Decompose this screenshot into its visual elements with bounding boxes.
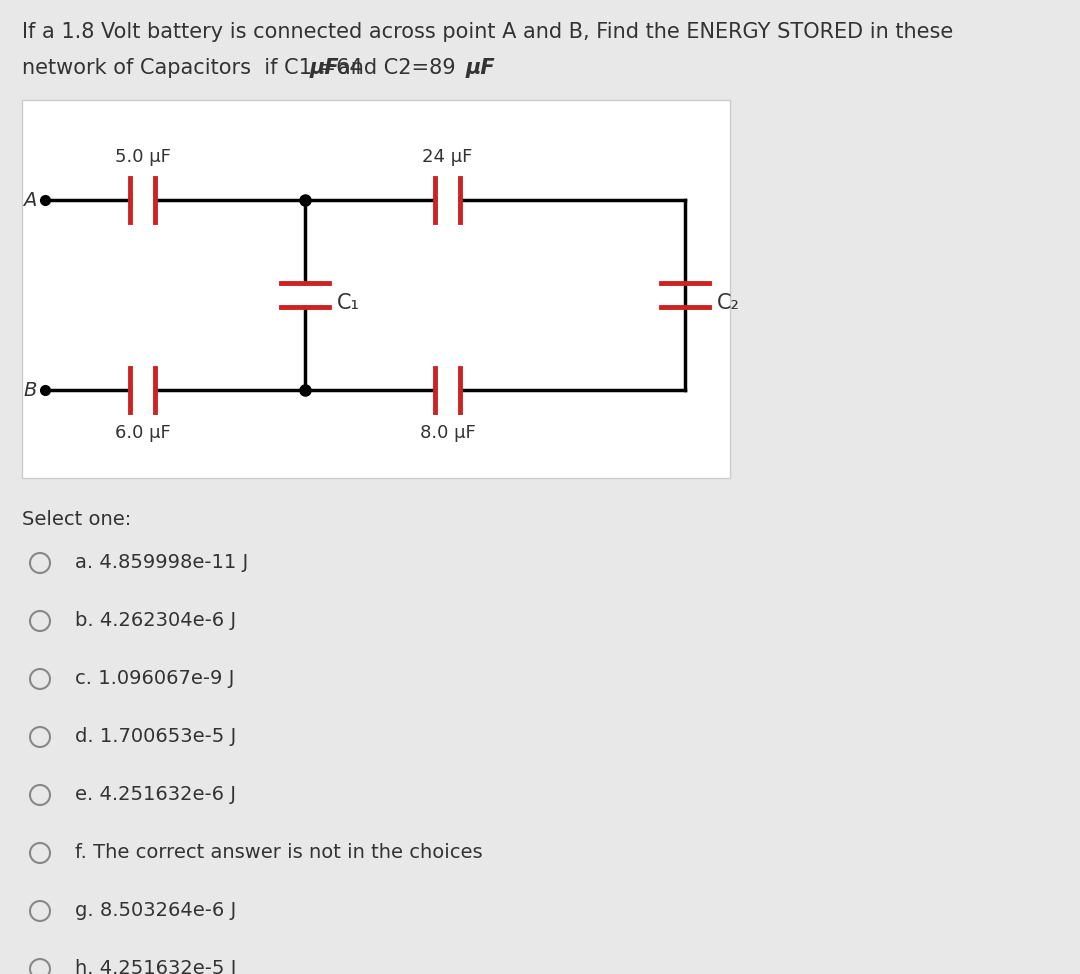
Text: C₂: C₂ bbox=[717, 293, 740, 313]
Text: Select one:: Select one: bbox=[22, 510, 132, 529]
Text: g. 8.503264e-6 J: g. 8.503264e-6 J bbox=[75, 902, 237, 920]
Text: A: A bbox=[23, 191, 37, 209]
Text: h. 4.251632e-5 J: h. 4.251632e-5 J bbox=[75, 959, 237, 974]
Text: and C2=89: and C2=89 bbox=[338, 58, 456, 78]
Text: b. 4.262304e-6 J: b. 4.262304e-6 J bbox=[75, 612, 237, 630]
Text: 24 μF: 24 μF bbox=[422, 148, 473, 166]
Text: 6.0 μF: 6.0 μF bbox=[114, 424, 171, 442]
Text: d. 1.700653e-5 J: d. 1.700653e-5 J bbox=[75, 728, 237, 746]
Text: network of Capacitors  if C1 =64: network of Capacitors if C1 =64 bbox=[22, 58, 363, 78]
Text: B: B bbox=[23, 381, 37, 399]
Text: 8.0 μF: 8.0 μF bbox=[420, 424, 475, 442]
Text: μF: μF bbox=[465, 58, 496, 78]
Text: If a 1.8 Volt battery is connected across point A and B, Find the ENERGY STORED : If a 1.8 Volt battery is connected acros… bbox=[22, 22, 954, 42]
Text: f. The correct answer is not in the choices: f. The correct answer is not in the choi… bbox=[75, 843, 483, 863]
Text: a. 4.859998e-11 J: a. 4.859998e-11 J bbox=[75, 553, 248, 573]
Text: C₁: C₁ bbox=[337, 293, 360, 313]
Text: c. 1.096067e-9 J: c. 1.096067e-9 J bbox=[75, 669, 234, 689]
Text: μF: μF bbox=[310, 58, 339, 78]
Bar bbox=[22, 100, 730, 478]
Text: 5.0 μF: 5.0 μF bbox=[114, 148, 171, 166]
Text: e. 4.251632e-6 J: e. 4.251632e-6 J bbox=[75, 785, 237, 805]
